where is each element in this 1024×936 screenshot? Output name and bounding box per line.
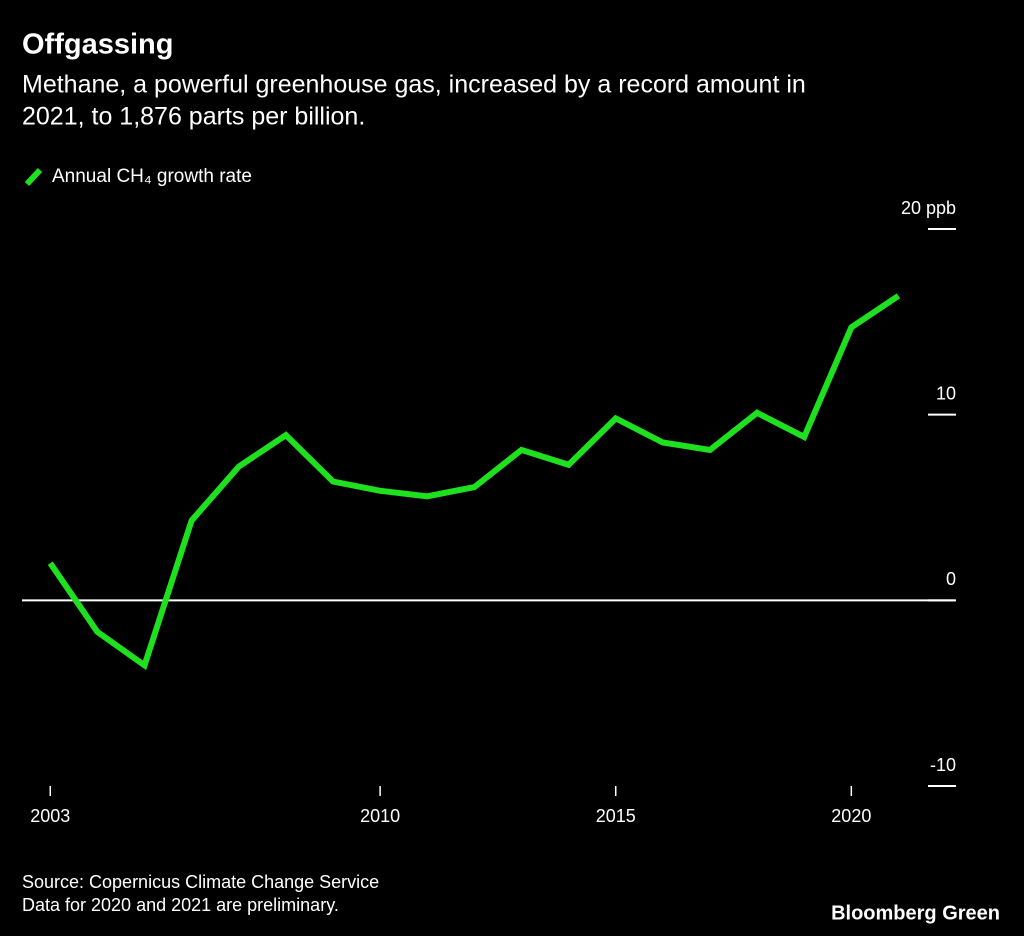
- y-tick-label: 10: [936, 383, 956, 403]
- legend-label: Annual CH₄ growth rate: [52, 166, 252, 187]
- source: Source: Copernicus Climate Change Servic…: [22, 872, 379, 892]
- chart-title: Offgassing: [22, 29, 173, 61]
- subtitle: Methane, a powerful greenhouse gas, incr…: [22, 71, 806, 99]
- y-tick-label: 0: [946, 569, 956, 589]
- brand: Bloomberg Green: [831, 902, 1000, 924]
- x-tick-label: 2010: [360, 806, 400, 826]
- source: Data for 2020 and 2021 are preliminary.: [22, 895, 339, 915]
- y-tick-label: -10: [930, 755, 956, 775]
- x-tick-label: 2015: [596, 806, 636, 826]
- y-tick-label: 20 ppb: [901, 198, 956, 218]
- subtitle: 2021, to 1,876 parts per billion.: [22, 103, 365, 131]
- legend-swatch: [24, 167, 43, 187]
- data-line: [47, 293, 901, 671]
- x-tick-label: 2020: [831, 806, 871, 826]
- x-tick-label: 2003: [30, 806, 70, 826]
